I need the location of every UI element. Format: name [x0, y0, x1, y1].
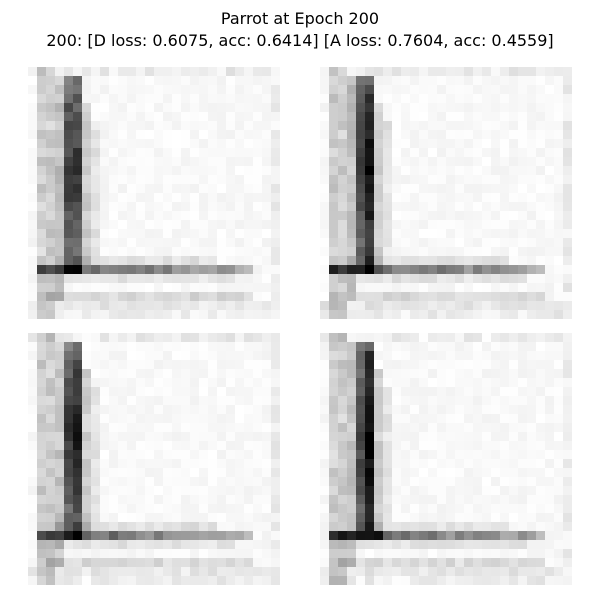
generated-sample-1	[28, 67, 280, 319]
generated-sample-image	[320, 67, 572, 319]
generated-sample-4	[320, 333, 572, 585]
figure-subtitle-loss-accuracy: 200: [D loss: 0.6075, acc: 0.6414] [A lo…	[46, 31, 554, 50]
generated-sample-image	[28, 333, 280, 585]
generated-sample-image	[28, 67, 280, 319]
generated-sample-image	[320, 333, 572, 585]
generated-sample-2	[320, 67, 572, 319]
generated-sample-3	[28, 333, 280, 585]
figure-title: Parrot at Epoch 200	[220, 9, 380, 28]
